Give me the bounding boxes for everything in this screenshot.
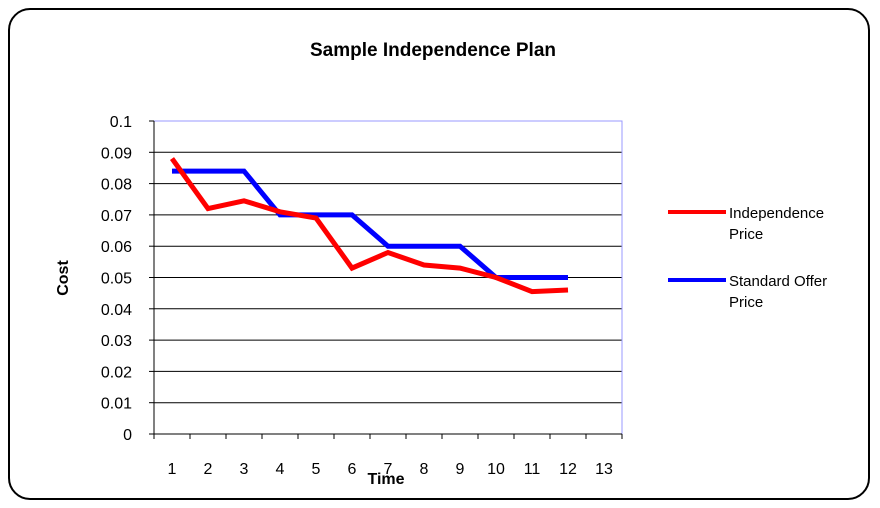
y-tick-label: 0.02: [101, 364, 132, 381]
x-tick-label: 13: [595, 461, 613, 478]
y-tick-label: 0.03: [101, 333, 132, 350]
x-tick-label: 6: [348, 461, 357, 478]
chart-frame: [8, 8, 870, 500]
x-tick-label: 11: [524, 461, 541, 478]
series-line-independence-price: [169, 157, 569, 295]
x-tick-label: 8: [420, 461, 429, 478]
x-tick-label: 9: [456, 461, 465, 478]
y-tick-label: 0.07: [101, 208, 132, 225]
legend-label: Price: [729, 226, 763, 243]
x-tick-label: 3: [240, 461, 249, 478]
y-tick-label: 0.04: [101, 302, 132, 319]
y-tick-label: 0.09: [101, 145, 132, 162]
y-axis-title: Cost: [55, 260, 72, 296]
legend-label: Price: [729, 294, 763, 311]
x-tick-label: 4: [276, 461, 285, 478]
y-tick-label: 0.01: [101, 396, 132, 413]
legend: Independence Price Standard Offer Price: [668, 205, 827, 311]
x-tick-label: 12: [559, 461, 577, 478]
y-tick-label: 0.05: [101, 271, 132, 288]
x-axis-title: Time: [367, 471, 404, 488]
x-tick-label: 10: [487, 461, 505, 478]
legend-label: Independence: [729, 205, 824, 222]
x-tick-label: 7: [384, 461, 393, 478]
y-tick-label: 0.1: [110, 114, 132, 131]
y-tick-label: 0: [123, 427, 132, 444]
x-tick-label: 5: [312, 461, 321, 478]
y-tick-label: 0.08: [101, 177, 132, 194]
x-tick-label: 1: [168, 461, 177, 478]
y-tick-label: 0.06: [101, 239, 132, 256]
legend-label: Standard Offer: [729, 273, 827, 290]
x-tick-label: 2: [204, 461, 213, 478]
chart-title: Sample Independence Plan: [310, 40, 556, 61]
